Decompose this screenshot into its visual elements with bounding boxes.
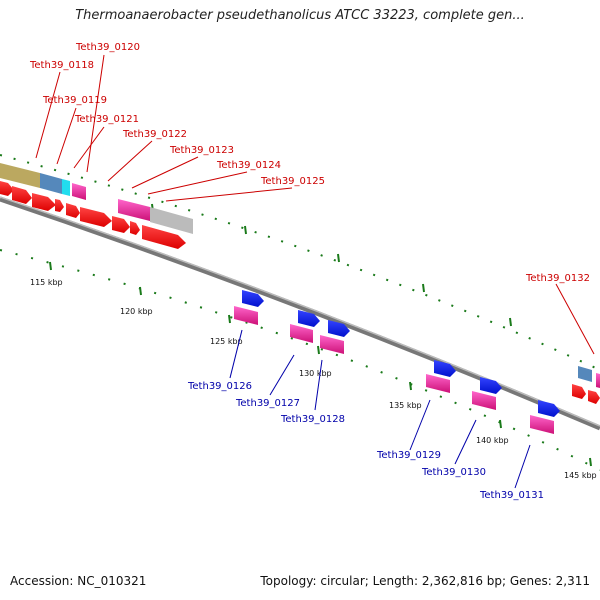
- gene-block-magenta: [530, 415, 554, 434]
- gene-arrow-red: [0, 181, 14, 196]
- gene-label-teth39-0123: Teth39_0123: [169, 145, 234, 156]
- gene-label-teth39-0132: Teth39_0132: [525, 273, 590, 284]
- gene-arrow-red: [572, 384, 586, 399]
- genome-backbone: [0, 196, 600, 431]
- kbp-label: 115 kbp: [30, 278, 63, 287]
- bottom-leader-lines: [229, 329, 531, 489]
- gene-block-magenta: [234, 306, 258, 325]
- gene-arrow-blue: [434, 360, 456, 377]
- gene-block-magenta: [472, 391, 496, 410]
- kbp-label: 130 kbp: [299, 369, 332, 378]
- gene-arrow-blue: [538, 400, 560, 417]
- gene-label-teth39-0118: Teth39_0118: [29, 60, 94, 71]
- gene-arrow-red: [142, 225, 186, 249]
- lower-gene-pairs[interactable]: [234, 290, 560, 434]
- gene-label-teth39-0124: Teth39_0124: [216, 160, 281, 171]
- gene-arrow-red: [32, 193, 56, 211]
- top-leader-lines: [35, 54, 595, 355]
- kbp-label: 140 kbp: [476, 436, 509, 445]
- gene-arrow-blue: [242, 290, 264, 307]
- gene-label-teth39-0120: Teth39_0120: [75, 42, 140, 53]
- kbp-label: 125 kbp: [210, 337, 243, 346]
- gene-block-steelblue: [40, 173, 62, 194]
- gene-label-teth39-0130: Teth39_0130: [421, 467, 486, 478]
- gene-label-teth39-0126: Teth39_0126: [187, 381, 252, 392]
- gene-arrow-red: [112, 216, 130, 233]
- bottom-gene-labels[interactable]: Teth39_0126 Teth39_0127 Teth39_0128 Teth…: [187, 381, 544, 501]
- gene-block-magenta: [320, 335, 344, 354]
- kbp-label: 145 kbp: [564, 471, 597, 480]
- gene-arrow-red: [12, 186, 32, 204]
- gene-label-teth39-0121: Teth39_0121: [74, 114, 139, 125]
- gene-arrow-blue: [480, 377, 502, 394]
- kbp-label: 120 kbp: [120, 307, 153, 316]
- lower-tick-track: [0, 249, 600, 471]
- gene-label-teth39-0131: Teth39_0131: [479, 490, 544, 501]
- gene-label-teth39-0128: Teth39_0128: [280, 414, 345, 425]
- gene-block-magenta: [290, 324, 313, 343]
- gene-label-teth39-0127: Teth39_0127: [235, 398, 300, 409]
- gene-arrow-blue: [298, 310, 320, 327]
- gene-block-cyan: [62, 179, 70, 196]
- gene-arrow-red: [55, 199, 64, 212]
- gene-block-steelblue: [578, 366, 592, 382]
- genome-summary-text: Topology: circular; Length: 2,362,816 bp…: [260, 574, 590, 588]
- kbp-label: 135 kbp: [389, 401, 422, 410]
- gene-block-magenta: [72, 183, 86, 200]
- top-gene-blocks[interactable]: [0, 163, 193, 234]
- gene-label-teth39-0125: Teth39_0125: [260, 176, 325, 187]
- red-gene-arrows[interactable]: [0, 181, 186, 249]
- right-gene-blocks[interactable]: [572, 366, 600, 404]
- gene-label-teth39-0129: Teth39_0129: [376, 450, 441, 461]
- kbp-labels: 115 kbp 120 kbp 125 kbp 130 kbp 135 kbp …: [30, 278, 597, 480]
- gene-arrow-blue: [328, 320, 350, 337]
- gene-block-gray: [150, 207, 193, 234]
- gene-block-magenta: [118, 199, 150, 221]
- accession-text: Accession: NC_010321: [10, 574, 147, 588]
- gene-label-teth39-0122: Teth39_0122: [122, 129, 187, 140]
- gene-block-tan: [0, 163, 40, 188]
- gene-arrow-red: [80, 207, 112, 227]
- map-title: Thermoanaerobacter pseudethanolicus ATCC…: [75, 8, 525, 23]
- gene-arrow-red: [588, 390, 600, 404]
- gene-arrow-red: [66, 203, 80, 218]
- top-gene-labels[interactable]: Teth39_0120 Teth39_0118 Teth39_0119 Teth…: [29, 42, 590, 284]
- gene-arrow-red: [130, 221, 140, 235]
- gene-block-magenta: [426, 374, 450, 393]
- gene-label-teth39-0119: Teth39_0119: [42, 95, 107, 106]
- gene-block-magenta: [596, 373, 600, 388]
